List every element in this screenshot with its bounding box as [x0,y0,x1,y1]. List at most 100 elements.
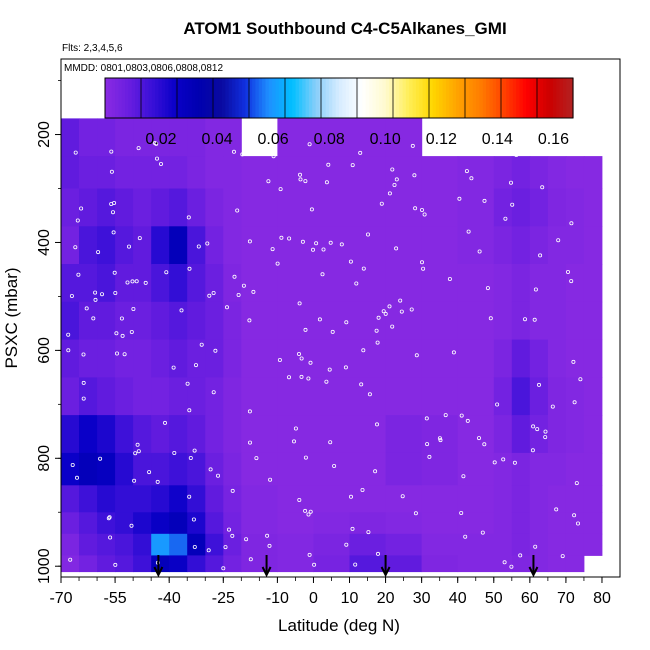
colorbar-swatch [131,78,136,118]
sample-point [480,530,485,535]
heatmap-cell [385,533,423,556]
colorbar-swatch [332,78,337,118]
heatmap-cell [97,156,116,189]
sample-point [531,424,536,429]
heatmap-cell [223,377,242,416]
heatmap-cell [61,533,80,556]
sample-point [247,239,252,244]
heatmap-cell [583,301,603,341]
heatmap-cell [151,339,170,378]
heatmap-cell [493,264,513,303]
heatmap-cell [421,301,459,341]
heatmap-cell [421,533,459,556]
sample-point [275,261,280,266]
colorbar-swatch [208,78,213,118]
heatmap-cell [493,301,513,341]
heatmap-cell [205,533,224,556]
heatmap-cell [547,377,567,416]
colorbar-swatch [198,78,203,118]
heatmap-cell [133,415,152,454]
colorbar-swatch [556,78,561,118]
heatmap-cell [493,226,513,265]
colorbar-tick-label: 0.14 [482,131,513,148]
colorbar-swatch [486,78,491,118]
colorbar-swatch [171,78,176,118]
sample-point [365,232,370,237]
sample-point [422,212,427,217]
heatmap-cell [547,415,567,454]
sample-point [286,375,291,380]
heatmap-cell [79,512,98,535]
heatmap-cell [457,485,495,513]
sample-point [540,185,545,190]
sample-point [373,469,378,474]
heatmap-cell [529,452,549,486]
heatmap-cell [97,512,116,535]
heatmap-cell [313,226,351,265]
heatmap-cell [169,415,188,454]
heatmap-cell [187,118,206,157]
heatmap-cell [97,188,116,227]
sample-point [134,279,139,284]
colorbar [104,77,574,119]
heatmap-cell [529,377,549,416]
heatmap-cell [205,301,224,341]
heatmap-cell [187,264,206,303]
sample-point [390,167,395,172]
sample-point [171,365,176,370]
colorbar-swatch [472,78,477,118]
y-axis-label: PSXC (mbar) [2,267,21,368]
sample-point [353,562,358,567]
sample-point [109,149,114,154]
sample-point [361,348,366,353]
heatmap-cell [385,555,423,573]
sample-point [514,152,519,157]
sample-point [236,292,241,297]
sample-point [437,436,442,441]
colorbar-swatch [442,78,447,118]
sample-point [211,390,216,395]
heatmap-cell [223,301,242,341]
colorbar-swatch [111,78,116,118]
heatmap-cell [115,264,134,303]
sample-point [556,238,561,243]
arrow-head [528,566,539,578]
chart-annotation: MMDD: 0801,0803,0806,0808,0812 [64,63,223,74]
heatmap-cell [583,512,603,535]
colorbar-swatch [352,78,357,118]
heatmap-cell [385,226,423,265]
colorbar-ticks: 0.02 0.04 0.06 0.08 0.10 0.12 0.14 0.16 [145,131,569,148]
sample-point [348,494,353,499]
heatmap-cell [457,555,495,573]
colorbar-swatch [215,78,220,118]
heatmap-cell [511,512,531,535]
heatmap-cell [133,301,152,341]
sample-point [164,270,169,275]
heatmap-cell [529,226,549,265]
colorbar-swatch [265,78,270,118]
sample-point [247,440,252,445]
y-tick-label: 400 [36,229,53,256]
heatmap-cell [169,512,188,535]
colorbar-swatch [168,78,173,118]
heatmap-cell [205,264,224,303]
sample-point [297,172,302,177]
heatmap-cell [151,377,170,416]
sample-point [299,356,304,361]
heatmap-cell [61,156,80,189]
heatmap-cell [61,485,80,513]
heatmap-cell [97,415,116,454]
sample-point [503,216,508,221]
sample-point [308,509,313,514]
heatmap-cell [241,555,278,573]
sample-point [230,533,235,538]
colorbar-swatch [121,78,126,118]
sample-point [533,544,538,549]
sample-point [358,150,363,155]
heatmap-cell [457,512,495,535]
heatmap-cell [223,226,242,265]
sample-point [96,250,101,255]
colorbar-swatch [476,78,480,118]
colorbar-swatch [191,78,196,118]
heatmap-cell [61,301,80,341]
